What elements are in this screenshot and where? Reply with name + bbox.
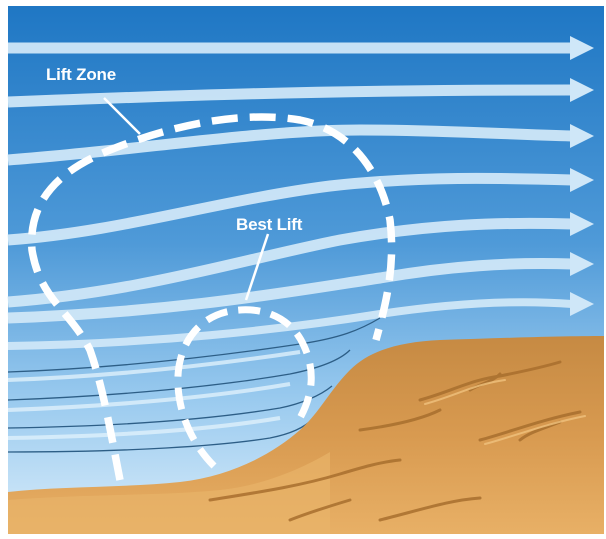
arrow-head xyxy=(570,252,594,276)
lift-zone-leader xyxy=(103,97,141,135)
airflow-arrow xyxy=(7,217,573,308)
lower-streamline-highlights xyxy=(7,350,301,440)
arrow-head xyxy=(570,212,594,236)
best-lift-outline xyxy=(174,306,315,469)
terrain-ridge xyxy=(8,336,604,534)
arrow-head xyxy=(570,292,594,316)
airflow-arrow xyxy=(7,172,573,246)
terrain-highlights xyxy=(424,379,586,445)
lift-zone-outline xyxy=(27,113,396,481)
arrow-head xyxy=(570,168,594,192)
arrow-head xyxy=(570,78,594,102)
airflow-arrow xyxy=(7,84,573,108)
arrow-head xyxy=(570,36,594,60)
airflow-arrowheads xyxy=(570,36,594,316)
lift-zone-label: Lift Zone xyxy=(46,65,116,84)
airflow-arrow xyxy=(7,298,573,350)
airflow-arrow xyxy=(7,258,573,324)
arrow-head xyxy=(570,124,594,148)
terrain-cracks xyxy=(208,360,582,522)
best-lift-leader xyxy=(244,233,270,301)
best-lift-label: Best Lift xyxy=(236,215,303,234)
